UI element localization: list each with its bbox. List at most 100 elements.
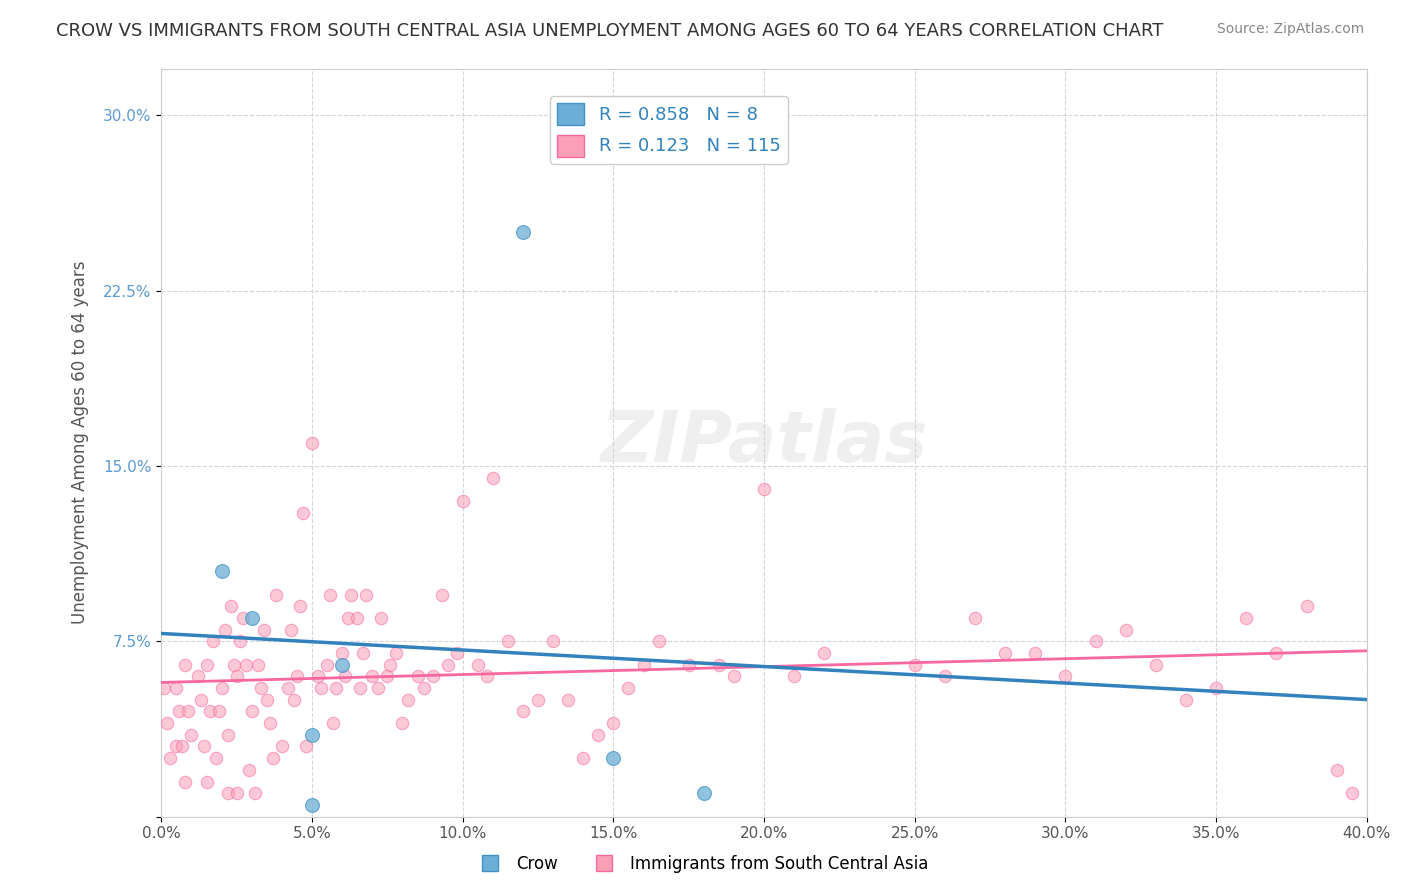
Point bbox=[256, 692, 278, 706]
Point bbox=[240, 705, 263, 719]
Point bbox=[264, 587, 287, 601]
Point bbox=[335, 669, 357, 683]
Point bbox=[316, 657, 339, 672]
Point bbox=[1024, 646, 1046, 660]
Point bbox=[249, 681, 271, 695]
Point bbox=[204, 751, 226, 765]
Text: Source: ZipAtlas.com: Source: ZipAtlas.com bbox=[1216, 22, 1364, 37]
Point bbox=[994, 646, 1017, 660]
Point bbox=[277, 681, 299, 695]
Point bbox=[678, 657, 700, 672]
Point bbox=[346, 611, 368, 625]
Point bbox=[259, 716, 281, 731]
Point bbox=[325, 681, 347, 695]
Point bbox=[193, 739, 215, 754]
Point bbox=[172, 739, 194, 754]
Point bbox=[186, 669, 208, 683]
Point bbox=[238, 763, 260, 777]
Point bbox=[934, 669, 956, 683]
Point bbox=[813, 646, 835, 660]
Point bbox=[198, 705, 221, 719]
Point bbox=[377, 669, 399, 683]
Point bbox=[356, 587, 378, 601]
Point bbox=[527, 692, 550, 706]
Point bbox=[588, 728, 610, 742]
Point bbox=[475, 669, 498, 683]
Point bbox=[217, 728, 239, 742]
Point bbox=[301, 797, 323, 812]
Point bbox=[207, 705, 229, 719]
Point bbox=[1234, 611, 1257, 625]
Point bbox=[235, 657, 257, 672]
Point bbox=[412, 681, 434, 695]
Point bbox=[283, 692, 305, 706]
Point bbox=[285, 669, 308, 683]
Point bbox=[904, 657, 927, 672]
Point bbox=[201, 634, 224, 648]
Point bbox=[512, 225, 534, 239]
Point bbox=[174, 774, 197, 789]
Point bbox=[783, 669, 806, 683]
Point bbox=[180, 728, 202, 742]
Point bbox=[319, 587, 342, 601]
Point bbox=[262, 751, 284, 765]
Point bbox=[602, 716, 624, 731]
Point bbox=[1295, 599, 1317, 614]
Point bbox=[385, 646, 408, 660]
Point bbox=[288, 599, 311, 614]
Point bbox=[214, 623, 236, 637]
Point bbox=[253, 623, 276, 637]
Legend: Crow, Immigrants from South Central Asia: Crow, Immigrants from South Central Asia bbox=[471, 848, 935, 880]
Point bbox=[367, 681, 389, 695]
Point bbox=[270, 739, 292, 754]
Point bbox=[482, 470, 505, 484]
Point bbox=[165, 739, 187, 754]
Point bbox=[1175, 692, 1198, 706]
Point bbox=[225, 786, 247, 800]
Point bbox=[1144, 657, 1167, 672]
Point bbox=[467, 657, 489, 672]
Point bbox=[330, 646, 353, 660]
Point bbox=[361, 669, 384, 683]
Point bbox=[337, 611, 360, 625]
Point bbox=[572, 751, 595, 765]
Point bbox=[322, 716, 344, 731]
Point bbox=[370, 611, 392, 625]
Point bbox=[647, 634, 669, 648]
Point bbox=[1205, 681, 1227, 695]
Point bbox=[211, 564, 233, 578]
Legend: R = 0.858   N = 8, R = 0.123   N = 115: R = 0.858 N = 8, R = 0.123 N = 115 bbox=[550, 96, 787, 164]
Point bbox=[195, 657, 218, 672]
Y-axis label: Unemployment Among Ages 60 to 64 years: Unemployment Among Ages 60 to 64 years bbox=[72, 260, 89, 624]
Point bbox=[963, 611, 986, 625]
Point bbox=[309, 681, 332, 695]
Point bbox=[165, 681, 187, 695]
Point bbox=[446, 646, 468, 660]
Point bbox=[153, 681, 176, 695]
Point bbox=[602, 751, 624, 765]
Point bbox=[617, 681, 640, 695]
Point bbox=[436, 657, 458, 672]
Point bbox=[633, 657, 655, 672]
Point bbox=[707, 657, 730, 672]
Point bbox=[243, 786, 266, 800]
Point bbox=[225, 669, 247, 683]
Point bbox=[301, 728, 323, 742]
Point bbox=[430, 587, 453, 601]
Point bbox=[169, 705, 191, 719]
Point bbox=[380, 657, 402, 672]
Point bbox=[1054, 669, 1077, 683]
Point bbox=[349, 681, 371, 695]
Point bbox=[1326, 763, 1348, 777]
Point bbox=[352, 646, 374, 660]
Point bbox=[752, 483, 775, 497]
Point bbox=[398, 692, 420, 706]
Point bbox=[723, 669, 745, 683]
Point bbox=[340, 587, 363, 601]
Point bbox=[391, 716, 413, 731]
Point bbox=[232, 611, 254, 625]
Point bbox=[219, 599, 242, 614]
Point bbox=[280, 623, 302, 637]
Point bbox=[1115, 623, 1137, 637]
Point bbox=[1084, 634, 1107, 648]
